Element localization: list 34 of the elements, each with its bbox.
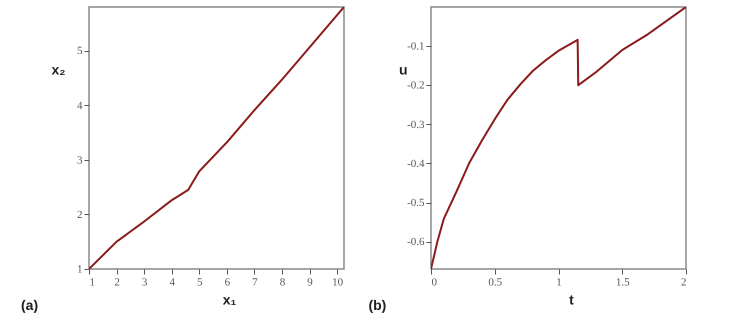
y-tick-label: -0.3 bbox=[407, 118, 425, 131]
y-tick-label: 3 bbox=[77, 154, 83, 166]
text: (a) bbox=[20, 297, 38, 313]
y-tick-label: -0.1 bbox=[407, 40, 424, 53]
x-axis-title: x₁ bbox=[222, 292, 236, 308]
y-tick-label: -0.2 bbox=[407, 80, 424, 92]
x-tick-label: 1 bbox=[90, 276, 95, 288]
y-tick-label: -0.6 bbox=[407, 236, 425, 248]
y-tick-label: 4 bbox=[77, 100, 83, 112]
x-tick-label: 3 bbox=[142, 276, 148, 288]
x-tick-label: 10 bbox=[332, 276, 344, 288]
x-tick-label: 1 bbox=[556, 276, 562, 288]
x-tick-label: 1.5 bbox=[616, 276, 630, 288]
x-tick-label: 8 bbox=[280, 276, 286, 288]
y-tick-label: -0.4 bbox=[407, 158, 425, 170]
text: (b) bbox=[368, 297, 386, 313]
line-series bbox=[431, 7, 686, 269]
line-series bbox=[89, 7, 344, 269]
x-tick-label: 2 bbox=[681, 276, 686, 288]
y-tick-label: -0.5 bbox=[407, 197, 425, 210]
y-tick-label: 2 bbox=[77, 208, 82, 221]
x-tick-label: 0.5 bbox=[488, 276, 503, 288]
x-tick-label: 7 bbox=[252, 276, 258, 288]
x-tick-label: 2 bbox=[114, 276, 120, 288]
x-tick-label: 9 bbox=[307, 276, 314, 288]
x-tick-label: 4 bbox=[169, 276, 176, 288]
y-tick-label: 1 bbox=[77, 264, 82, 276]
y-tick-label: 5 bbox=[77, 45, 83, 58]
y-axis-title: u bbox=[398, 62, 408, 78]
x-tick-label: 0 bbox=[432, 276, 438, 288]
x-tick-label: 5 bbox=[197, 276, 204, 288]
x-tick-label: 6 bbox=[224, 276, 231, 288]
y-axis-title: x₂ bbox=[51, 62, 66, 78]
x-axis-title: t bbox=[569, 292, 574, 308]
